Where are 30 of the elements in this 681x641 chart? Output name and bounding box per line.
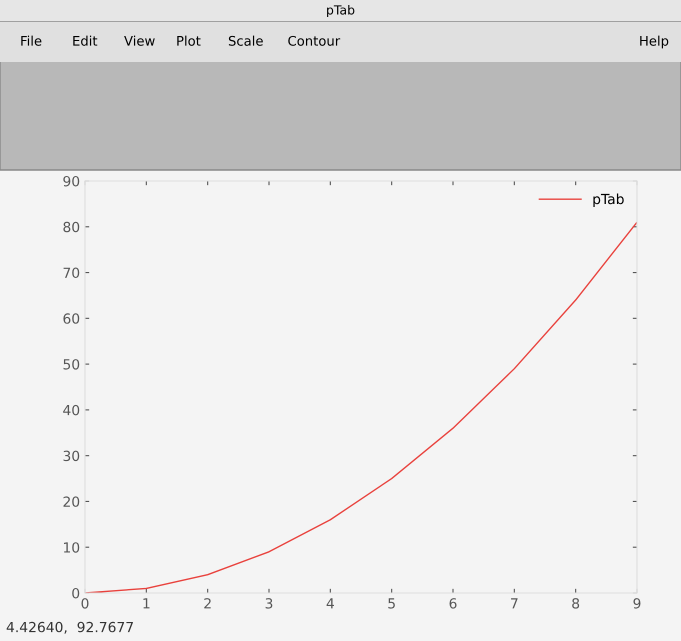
y-tick-label: 20 [63, 496, 80, 507]
text: File [21, 36, 42, 46]
text: Help [640, 36, 668, 48]
x-tick-label: 0 [81, 598, 88, 609]
y-tick-label: 80 [63, 222, 80, 232]
text: Plot [177, 36, 201, 46]
text: 4.42640, 92.7677 [6, 622, 133, 634]
y-tick-label: 70 [64, 268, 80, 278]
y-tick-label: 10 [64, 542, 80, 553]
x-tick-label: 1 [143, 598, 150, 608]
text: Edit [73, 36, 98, 46]
text: View [124, 36, 155, 46]
y-tick-label: 60 [63, 313, 80, 324]
x-tick-label: 3 [266, 598, 272, 609]
chart-title: pTab [327, 4, 354, 18]
x-tick-label: 9 [633, 598, 640, 609]
x-tick-label: 2 [204, 598, 211, 608]
text: Contour [288, 36, 340, 46]
text: Scale [228, 36, 263, 46]
legend-label: pTab [593, 194, 624, 207]
x-tick-label: 4 [326, 598, 334, 608]
y-tick-label: 30 [64, 450, 80, 462]
x-tick-label: 6 [450, 598, 457, 609]
y-tick-label: 50 [64, 359, 80, 370]
x-tick-label: 5 [388, 598, 395, 609]
y-tick-label: 0 [72, 588, 80, 598]
y-tick-label: 90 [63, 176, 80, 186]
y-tick-label: 40 [63, 404, 80, 416]
x-tick-label: 7 [511, 598, 518, 608]
x-tick-label: 8 [572, 598, 580, 609]
